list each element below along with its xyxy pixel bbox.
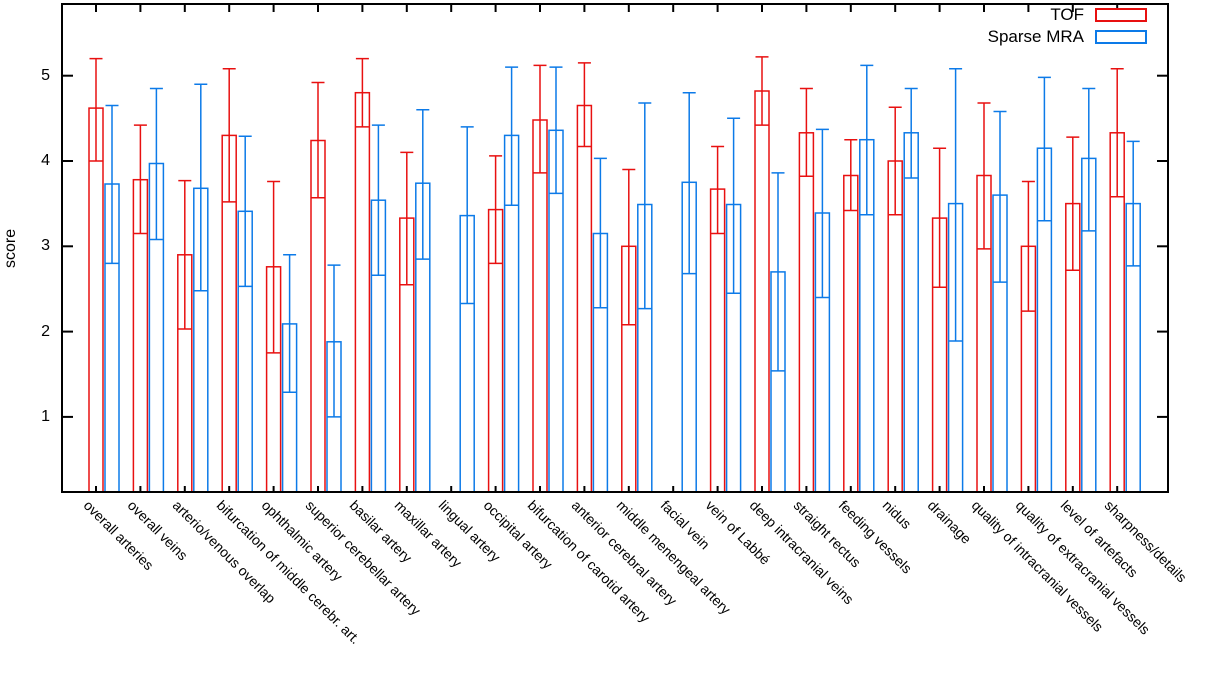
sparse-mra-error-bar — [638, 102, 652, 310]
tof-error-bar — [400, 151, 414, 286]
tof-error-bar — [799, 87, 813, 178]
tof-error-bar — [1110, 68, 1124, 198]
tof-error-bar — [844, 138, 858, 212]
plot-border — [61, 3, 1169, 493]
legend: TOF Sparse MRA — [988, 6, 1147, 50]
y-tick-label: 3 — [41, 237, 50, 255]
tof-error-bar — [89, 57, 103, 162]
legend-swatch-tof — [1095, 7, 1147, 22]
tof-error-bar — [533, 64, 547, 174]
tof-error-bar — [222, 68, 236, 203]
tof-error-bar — [577, 62, 591, 148]
sparse-mra-error-bar — [505, 66, 519, 207]
tof-bar — [754, 90, 770, 493]
tof-error-bar — [755, 56, 769, 126]
tof-bar — [843, 174, 859, 493]
sparse-mra-error-bar — [149, 87, 163, 241]
tof-bar — [798, 132, 815, 493]
y-tick-label: 5 — [41, 66, 50, 84]
sparse-mra-error-bar — [904, 87, 918, 179]
tof-error-bar — [133, 124, 147, 235]
sparse-mra-error-bar — [460, 126, 474, 305]
legend-item-sparse-mra: Sparse MRA — [988, 28, 1147, 45]
sparse-mra-error-bar — [815, 128, 829, 299]
tof-error-bar — [267, 180, 281, 354]
legend-label-sparse-mra: Sparse MRA — [987, 27, 1084, 46]
tof-error-bar — [1066, 136, 1080, 271]
tof-error-bar — [489, 155, 503, 265]
tof-error-bar — [355, 57, 369, 128]
sparse-mra-error-bar — [771, 172, 785, 372]
legend-label-tof: TOF — [1050, 5, 1084, 24]
sparse-mra-error-bar — [1126, 140, 1140, 267]
y-tick-label: 1 — [41, 407, 50, 425]
tof-bar — [88, 107, 104, 493]
y-tick-label: 4 — [41, 151, 50, 169]
sparse-mra-error-bar — [327, 264, 341, 418]
tof-error-bar — [888, 106, 902, 216]
tof-bar — [709, 188, 726, 493]
sparse-mra-error-bar — [1037, 76, 1051, 222]
y-tick-label: 2 — [41, 322, 50, 340]
tof-error-bar — [311, 81, 325, 199]
legend-item-tof: TOF — [988, 6, 1147, 23]
legend-swatch-sparse-mra — [1095, 29, 1147, 44]
sparse-mra-bar — [903, 132, 919, 493]
sparse-mra-error-bar — [549, 66, 563, 195]
tof-bar — [576, 104, 593, 493]
sparse-mra-error-bar — [593, 157, 607, 309]
sparse-mra-error-bar — [682, 91, 696, 275]
tof-error-bar — [622, 168, 636, 326]
tof-error-bar — [1021, 180, 1035, 312]
tof-bar — [532, 119, 548, 493]
tof-bar — [354, 91, 371, 493]
sparse-mra-error-bar — [105, 104, 119, 265]
sparse-mra-error-bar — [371, 124, 385, 277]
sparse-mra-error-bar — [949, 68, 963, 342]
tof-error-bar — [933, 147, 947, 288]
tof-error-bar — [711, 145, 725, 235]
sparse-mra-error-bar — [860, 64, 874, 216]
tof-error-bar — [178, 179, 192, 330]
sparse-mra-error-bar — [238, 135, 252, 288]
sparse-mra-error-bar — [194, 83, 208, 292]
sparse-mra-error-bar — [416, 109, 430, 260]
sparse-mra-error-bar — [1082, 87, 1096, 232]
tof-error-bar — [977, 102, 991, 250]
sparse-mra-error-bar — [283, 254, 297, 393]
sparse-mra-error-bar — [993, 110, 1007, 283]
sparse-mra-error-bar — [727, 117, 741, 294]
